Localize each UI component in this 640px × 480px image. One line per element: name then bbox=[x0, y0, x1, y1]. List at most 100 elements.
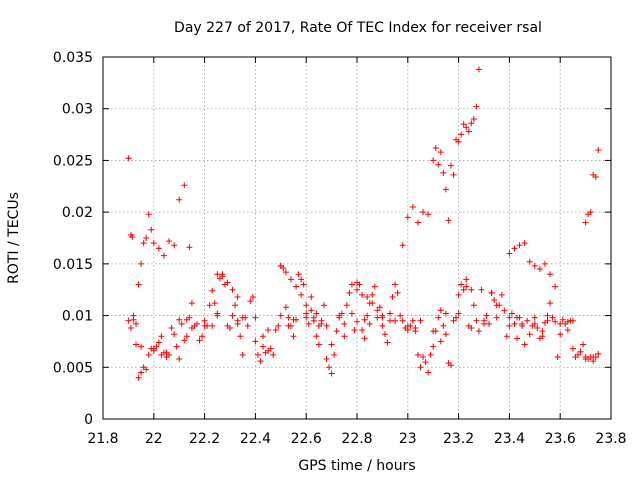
y-tick-label: 0.005 bbox=[53, 360, 93, 376]
data-point bbox=[460, 286, 467, 293]
grid-lines bbox=[103, 57, 611, 419]
data-point bbox=[275, 322, 282, 329]
data-point bbox=[376, 304, 383, 311]
data-point bbox=[392, 317, 399, 324]
data-point bbox=[463, 283, 470, 290]
data-point bbox=[404, 214, 411, 221]
data-point bbox=[455, 138, 462, 145]
data-point bbox=[364, 293, 371, 300]
data-point bbox=[239, 351, 246, 358]
data-point bbox=[481, 320, 487, 327]
y-tick-label: 0.01 bbox=[62, 309, 93, 325]
data-point bbox=[287, 276, 294, 283]
data-point bbox=[470, 116, 477, 123]
data-point bbox=[272, 327, 279, 334]
data-point bbox=[569, 345, 576, 352]
data-point bbox=[412, 324, 419, 331]
data-point bbox=[516, 242, 523, 249]
chart-title: Day 227 of 2017, Rate Of TEC Index for r… bbox=[174, 20, 542, 36]
y-tick-label: 0 bbox=[84, 412, 93, 428]
data-point bbox=[254, 351, 261, 358]
data-point bbox=[463, 124, 470, 131]
data-point bbox=[397, 312, 404, 319]
y-axis-label: ROTI / TECUs bbox=[6, 192, 22, 284]
data-point bbox=[514, 314, 521, 321]
data-point bbox=[125, 317, 132, 324]
data-point bbox=[138, 369, 145, 376]
data-points bbox=[125, 66, 602, 381]
data-point bbox=[552, 318, 559, 325]
data-point bbox=[409, 317, 416, 324]
data-point bbox=[414, 219, 421, 226]
data-point bbox=[503, 333, 510, 340]
data-point bbox=[361, 335, 368, 342]
data-point bbox=[143, 235, 150, 241]
data-point bbox=[539, 333, 546, 340]
data-point bbox=[475, 66, 482, 73]
data-point bbox=[234, 317, 241, 324]
data-point bbox=[574, 351, 581, 358]
data-point bbox=[417, 317, 424, 324]
data-point bbox=[577, 348, 584, 355]
data-point bbox=[150, 240, 157, 247]
x-axis-label: GPS time / hours bbox=[298, 458, 415, 474]
data-point bbox=[328, 341, 335, 348]
data-point bbox=[138, 343, 145, 350]
data-point bbox=[544, 317, 551, 324]
data-point bbox=[447, 162, 454, 169]
data-point bbox=[442, 331, 449, 338]
data-point bbox=[300, 281, 307, 288]
x-tick-label: 22 bbox=[145, 431, 163, 447]
data-point bbox=[140, 240, 147, 247]
data-point bbox=[130, 312, 137, 319]
data-point bbox=[536, 266, 543, 273]
x-tick-label: 23 bbox=[399, 431, 417, 447]
y-axis-ticks: 0 0.005 0.01 0.015 0.02 0.025 0.03 0.035 bbox=[53, 50, 611, 428]
data-point bbox=[270, 351, 277, 358]
data-point bbox=[511, 245, 518, 252]
y-tick-label: 0.02 bbox=[62, 205, 93, 221]
data-point bbox=[315, 341, 322, 348]
data-point bbox=[155, 339, 162, 346]
x-tick-label: 23.4 bbox=[494, 431, 525, 447]
y-tick-label: 0.015 bbox=[53, 257, 93, 273]
data-point bbox=[298, 291, 305, 298]
data-point bbox=[379, 322, 386, 329]
data-point bbox=[473, 317, 480, 324]
data-point bbox=[463, 276, 470, 283]
data-point bbox=[491, 297, 498, 304]
data-point bbox=[214, 271, 221, 278]
data-point bbox=[478, 286, 485, 293]
data-point bbox=[127, 324, 134, 331]
data-point bbox=[564, 327, 571, 334]
data-point bbox=[199, 333, 206, 340]
data-point bbox=[422, 359, 429, 366]
data-point bbox=[442, 186, 449, 193]
data-point bbox=[554, 353, 561, 360]
data-point bbox=[257, 358, 264, 365]
data-point bbox=[414, 351, 421, 358]
data-point bbox=[129, 233, 136, 240]
data-point bbox=[524, 317, 531, 324]
data-point bbox=[313, 310, 320, 317]
data-point bbox=[498, 291, 505, 298]
data-point bbox=[155, 245, 162, 252]
data-point bbox=[331, 351, 338, 358]
data-point bbox=[473, 103, 480, 110]
x-tick-label: 23.6 bbox=[545, 431, 576, 447]
data-point bbox=[486, 320, 493, 327]
data-point bbox=[437, 149, 444, 156]
data-point bbox=[234, 293, 241, 300]
x-tick-label: 21.8 bbox=[87, 431, 118, 447]
data-point bbox=[260, 343, 267, 350]
data-point bbox=[313, 333, 320, 340]
data-point bbox=[531, 314, 538, 321]
data-point bbox=[534, 324, 541, 331]
data-point bbox=[188, 324, 195, 331]
data-point bbox=[305, 320, 312, 327]
data-point bbox=[209, 322, 216, 329]
data-point bbox=[343, 302, 350, 309]
data-point bbox=[435, 161, 442, 168]
data-point bbox=[557, 331, 564, 338]
data-point bbox=[166, 238, 173, 245]
